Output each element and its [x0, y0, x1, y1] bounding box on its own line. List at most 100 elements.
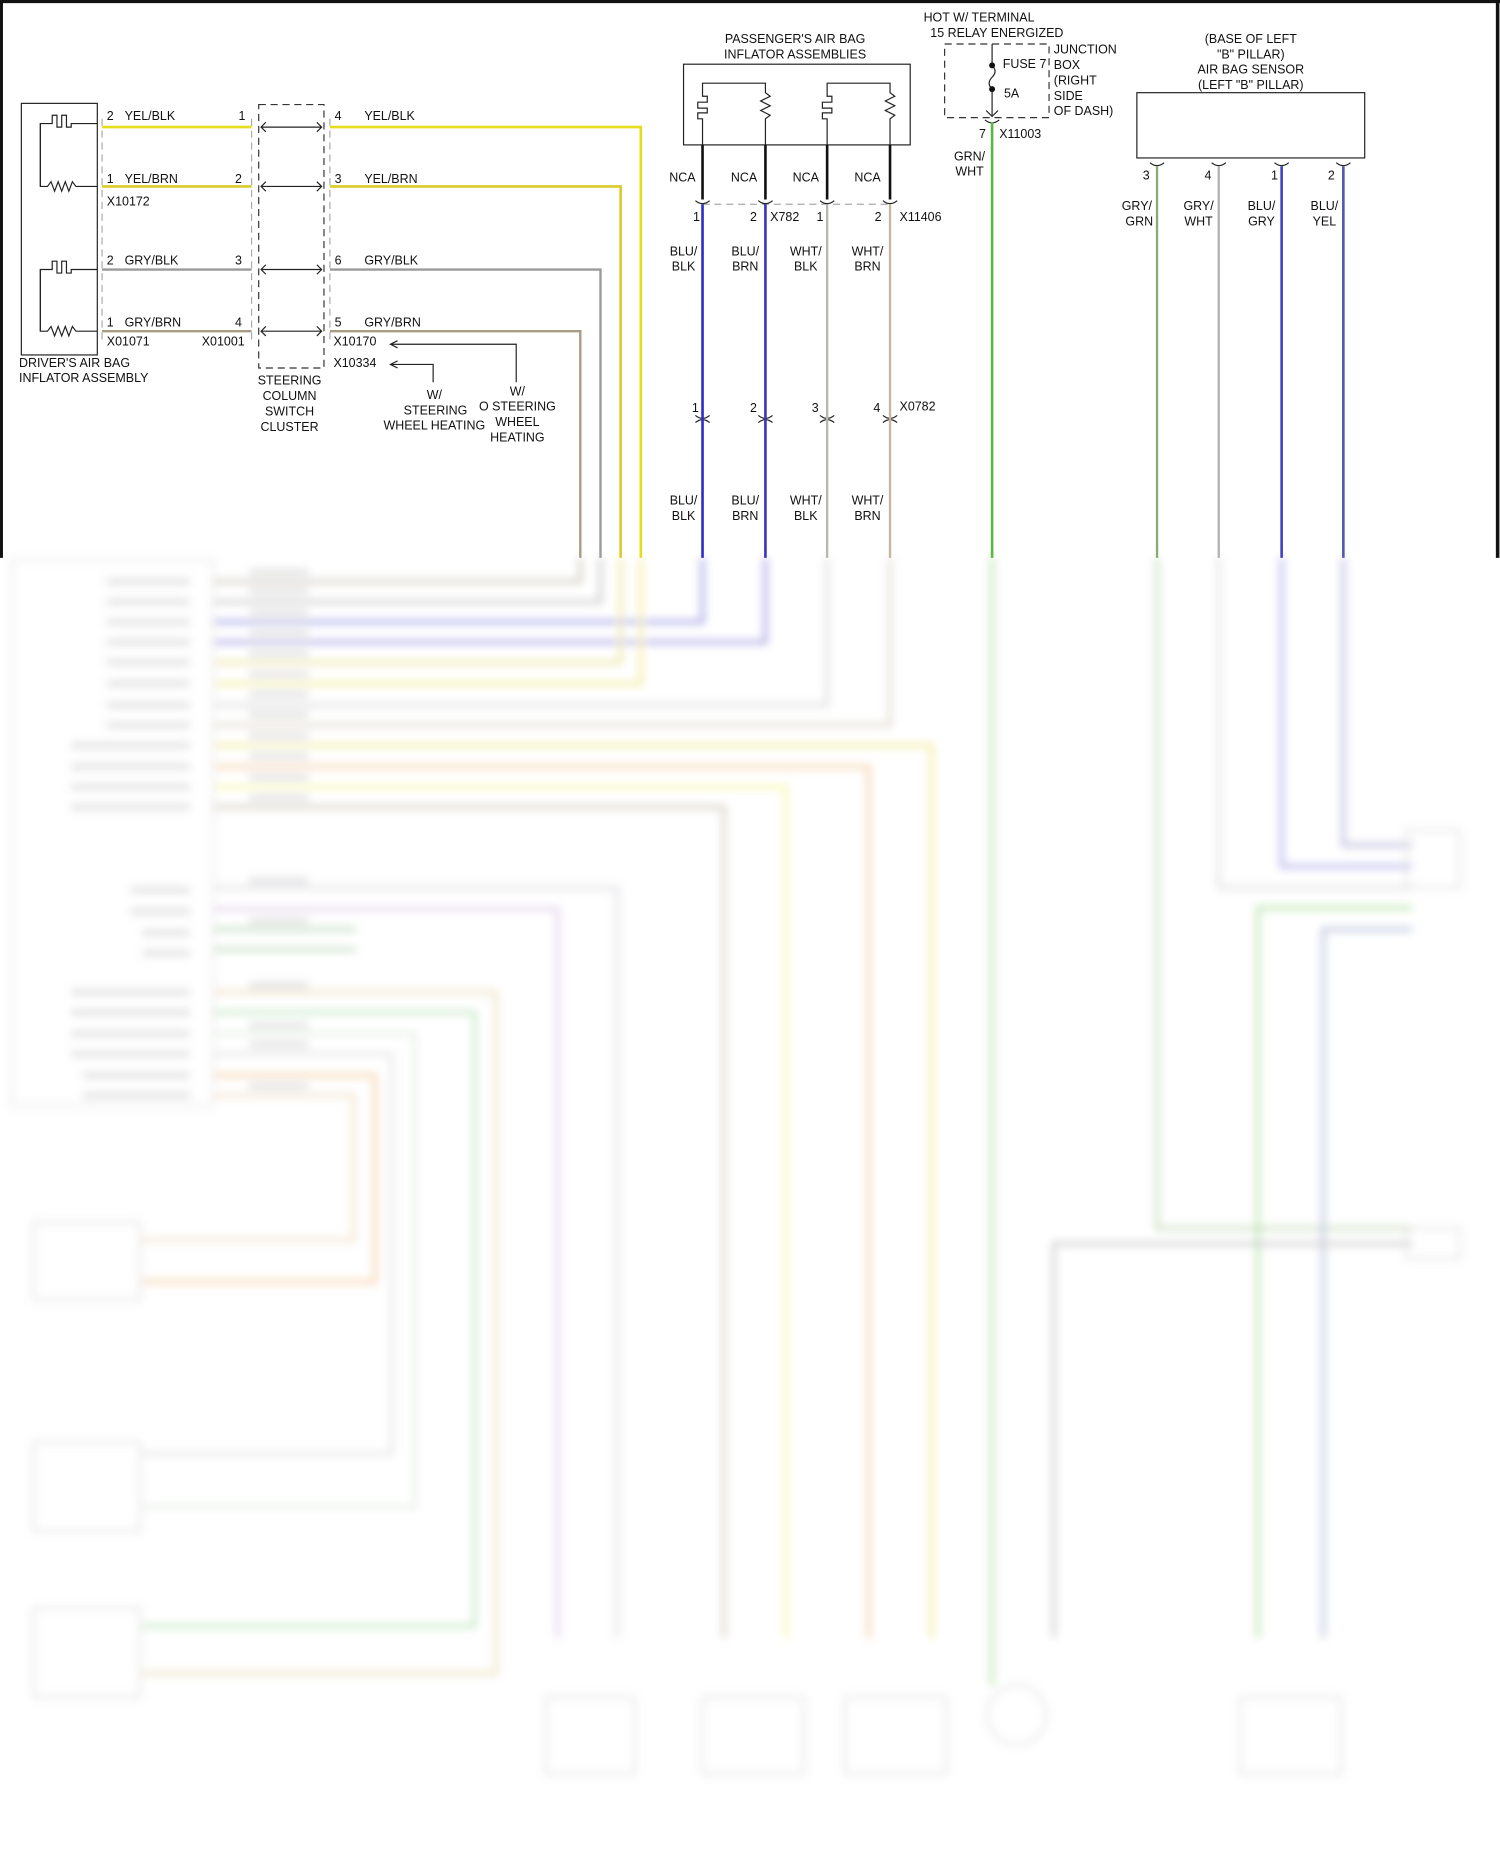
label-line: AIR BAG SENSOR	[1198, 63, 1305, 77]
pin-label: 3	[812, 401, 819, 415]
fuse-label: FUSE 7	[1003, 57, 1047, 71]
connector-label: X0782	[900, 400, 936, 414]
junction-box-outline	[944, 43, 1050, 119]
wire-label: YEL	[1313, 215, 1337, 229]
label-line: JUNCTION	[1054, 43, 1117, 57]
label-line: HEATING	[490, 431, 544, 445]
pin-label: 2	[235, 172, 242, 186]
wire-label: GRY/BLK	[125, 254, 179, 268]
connector-label: X10172	[107, 194, 150, 208]
label-line: O STEERING	[479, 400, 556, 414]
pin-label: 1	[107, 315, 114, 329]
wire-label: WHT/	[790, 244, 822, 258]
nca-label: NCA	[669, 171, 696, 185]
label-line: WHEEL HEATING	[383, 419, 485, 433]
wire-label: WHT/	[852, 493, 884, 507]
wire-label: BLK	[672, 260, 696, 274]
wire-label: YEL/BLK	[125, 109, 176, 123]
wire-label: BLU/	[670, 244, 698, 258]
connector-label: X10170	[333, 334, 376, 348]
steering-column-cluster-box	[258, 103, 325, 369]
wire-label: GRN/	[954, 149, 986, 163]
label-line: SIDE	[1054, 89, 1083, 103]
wire-label: BLK	[794, 260, 818, 274]
cluster-arrows	[260, 121, 323, 337]
pin-label: 6	[335, 254, 342, 268]
label-line: "B" PILLAR)	[1217, 47, 1285, 61]
wire-label: BLU/	[731, 244, 759, 258]
connector-label: X782	[770, 210, 799, 224]
connector-label: X11406	[900, 210, 942, 224]
wire-label: BRN	[854, 509, 880, 523]
passenger-title-1: PASSENGER'S AIR BAG	[725, 32, 866, 46]
label-line: W/	[427, 388, 443, 402]
pin-label: 1	[692, 401, 699, 415]
wire-label: GRY/BLK	[364, 254, 418, 268]
wire-label: GRN	[1125, 215, 1153, 229]
pin-label: 4	[235, 315, 242, 329]
nca-label: NCA	[854, 171, 881, 185]
connector-label: X11003	[999, 127, 1041, 141]
wire-label: GRY/BRN	[364, 315, 421, 329]
label-line: (BASE OF LEFT	[1205, 32, 1297, 46]
fuse-power-feed: HOT W/ TERMINAL 15 RELAY ENERGIZED FUSE …	[924, 10, 1117, 558]
wire-yel-brn	[102, 185, 622, 558]
wire-label: GRY/BRN	[125, 315, 182, 329]
wire-label: YEL/BLK	[364, 109, 415, 123]
wire-label: BRN	[854, 260, 880, 274]
label-line: STEERING	[258, 374, 322, 388]
wire-label: GRY	[1248, 215, 1275, 229]
blurred-lower-diagram	[10, 557, 1461, 1776]
nca-label: NCA	[793, 171, 820, 185]
driver-wires	[102, 121, 643, 558]
wire-label: BLU/	[731, 493, 759, 507]
with-heating-label: W/ STEERING WHEEL HEATING	[383, 388, 485, 433]
wire-label: BLK	[672, 509, 696, 523]
pin-label: 1	[107, 172, 114, 186]
wire-label: GRY/	[1122, 199, 1153, 213]
label-line: (RIGHT	[1054, 73, 1097, 87]
connector-label: X01001	[202, 334, 245, 348]
wire-yel-blk	[102, 125, 643, 558]
pin-label: 1	[693, 210, 700, 224]
pin-label: 2	[1328, 168, 1335, 182]
fuse-icon	[988, 64, 996, 90]
pin-label: 2	[750, 401, 757, 415]
wire-label: WHT/	[852, 244, 884, 258]
wire-label: YEL/BRN	[125, 172, 178, 186]
power-title-1: HOT W/ TERMINAL	[924, 10, 1035, 24]
pin-label: 7	[979, 127, 986, 141]
pin-label: 3	[235, 254, 242, 268]
pin-label: 3	[335, 172, 342, 186]
driver-airbag-inflator: DRIVER'S AIR BAG INFLATOR ASSEMBLY	[19, 102, 149, 385]
pin-label: 2	[107, 254, 114, 268]
pin-label: 4	[335, 109, 342, 123]
pin-label: 4	[1205, 168, 1212, 182]
resistor-symbol-1	[39, 123, 98, 193]
wire-label: GRY/	[1183, 199, 1214, 213]
wire-gry-blk	[102, 268, 602, 558]
squib-pair-1	[697, 82, 772, 145]
pin-label: 4	[873, 401, 880, 415]
label-line: W/	[510, 384, 526, 398]
connector-label: X01071	[107, 334, 150, 348]
label-line: WHEEL	[495, 415, 539, 429]
wire-label: BLU/	[670, 493, 698, 507]
passenger-airbag-inflators: PASSENGER'S AIR BAG INFLATOR ASSEMBLIES …	[669, 32, 942, 558]
wire-label: BRN	[732, 509, 758, 523]
steering-cluster-label: STEERING COLUMN SWITCH CLUSTER	[258, 374, 322, 434]
nca-label: NCA	[731, 171, 758, 185]
pin-label: 1	[816, 210, 823, 224]
pin-label: 1	[1271, 168, 1278, 182]
wire-label: WHT	[1184, 215, 1213, 229]
wire-label: BRN	[732, 260, 758, 274]
fuse-amps: 5A	[1004, 86, 1020, 100]
label-line: (LEFT "B" PILLAR)	[1198, 78, 1304, 92]
wire-label: WHT	[955, 165, 984, 179]
pin-label: 1	[239, 109, 246, 123]
pin-label: 5	[335, 315, 342, 329]
pin-label: 2	[875, 210, 882, 224]
label-line: STEERING	[404, 403, 468, 417]
